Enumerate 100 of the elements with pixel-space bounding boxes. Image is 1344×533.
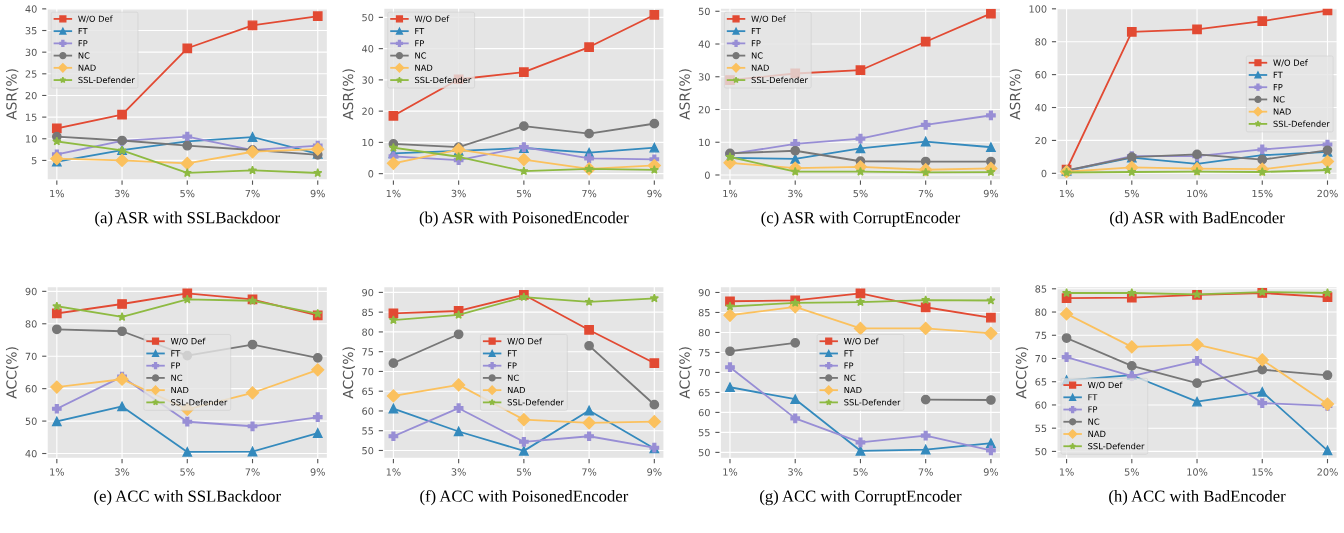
y-tick-label: 0 <box>368 170 374 178</box>
y-tick-label: 20 <box>1035 136 1047 145</box>
y-tick-label: 10 <box>26 135 37 143</box>
legend-label: FT <box>1088 394 1098 401</box>
legend-label: FP <box>507 362 517 369</box>
x-tick-label: 5% <box>853 189 868 198</box>
x-tick-label: 1% <box>1059 189 1074 198</box>
legend-label: NAD <box>844 387 862 394</box>
x-tick-label: 3% <box>451 189 466 198</box>
legend-label: SSL-Defender <box>78 76 135 84</box>
x-tick-label: 7% <box>245 189 260 198</box>
legend-label: FP <box>1273 84 1283 91</box>
text: (b) ASR with PoisonedEncoder <box>419 211 629 227</box>
x-tick-label: 20% <box>1317 468 1338 476</box>
y-tick-label: 40 <box>25 449 37 458</box>
legend-label: NAD <box>507 387 525 394</box>
text: (d) ASR with BadEncoder <box>1110 211 1285 227</box>
y-tick-label: 30 <box>25 48 37 56</box>
y-tick-label: 100 <box>1029 5 1047 13</box>
y-tick-label: 50 <box>698 448 710 457</box>
y-tick-label: 10 <box>699 138 710 147</box>
legend-label: W/O Def <box>843 337 879 345</box>
legend-label: SSL-Defender <box>507 398 564 406</box>
legend-label: FP <box>844 362 854 369</box>
y-tick-label: 50 <box>698 7 710 16</box>
legend-label: W/O Def <box>751 15 786 23</box>
legend-label: W/O Def <box>170 337 206 345</box>
legend-label: NC <box>78 52 90 59</box>
y-tick-label: 80 <box>1035 308 1047 316</box>
legend-label: NC <box>751 52 763 59</box>
x-tick-label: 1% <box>723 468 738 476</box>
x-tick-label: 3% <box>451 468 466 476</box>
x-tick-label: 3% <box>788 468 803 476</box>
legend-label: W/O Def <box>1273 59 1308 67</box>
y-tick-label: 35 <box>25 26 37 35</box>
legend-label: FT <box>415 27 425 35</box>
legend-label: NC <box>1088 418 1100 425</box>
legend-label: FT <box>1273 71 1283 78</box>
x-tick-label: 5% <box>1124 468 1139 476</box>
legend-label: SSL-Defender <box>1088 442 1145 450</box>
y-tick-label: 15 <box>26 113 37 121</box>
x-tick-label: 15% <box>1252 468 1273 476</box>
x-tick-label: 9% <box>310 468 325 476</box>
x-tick-label: 3% <box>115 468 130 476</box>
y-tick-label: 60 <box>25 385 37 393</box>
x-tick-label: 7% <box>918 189 933 198</box>
y-axis-title: ACC(%) <box>5 347 19 399</box>
y-tick-label: 25 <box>25 70 37 78</box>
x-tick-label: 15% <box>1252 189 1273 198</box>
legend-label: FT <box>171 350 181 357</box>
y-tick-label: 65 <box>362 387 374 396</box>
x-tick-label: 1% <box>386 468 401 476</box>
y-tick-label: 55 <box>1035 424 1047 433</box>
y-tick-label: 60 <box>698 408 710 417</box>
y-axis-title: ASR(%) <box>342 69 355 120</box>
legend-label: NC <box>171 374 183 381</box>
legend-label: NAD <box>78 64 96 71</box>
y-tick-label: 75 <box>1035 331 1047 340</box>
y-tick-label: 50 <box>1035 447 1047 456</box>
y-tick-label: 70 <box>698 368 710 377</box>
x-tick-label: 3% <box>115 189 130 198</box>
y-axis-title: ACC(%) <box>679 347 692 399</box>
y-tick-label: 70 <box>25 352 37 361</box>
y-axis-title: ASR(%) <box>1009 69 1022 120</box>
y-tick-label: 10 <box>362 138 374 147</box>
x-tick-label: 1% <box>50 468 64 476</box>
legend-label: FP <box>751 40 761 47</box>
y-tick-label: 90 <box>362 288 374 297</box>
y-tick-label: 80 <box>25 320 37 328</box>
y-tick-label: 20 <box>698 105 710 114</box>
y-tick-label: 70 <box>1035 354 1047 363</box>
x-tick-label: 7% <box>918 468 933 476</box>
y-tick-label: 30 <box>362 76 374 84</box>
y-tick-label: 80 <box>362 328 374 336</box>
y-tick-label: 20 <box>362 107 374 115</box>
x-tick-label: 5% <box>516 189 532 198</box>
y-axis-title: ASR(%) <box>679 69 692 120</box>
x-tick-label: 1% <box>723 189 738 198</box>
legend-label: W/O Def <box>1087 381 1123 389</box>
x-tick-label: 9% <box>647 189 662 198</box>
x-tick-label: 1% <box>1059 468 1074 476</box>
y-tick-label: 40 <box>25 5 37 13</box>
y-tick-label: 60 <box>1035 401 1047 409</box>
x-tick-label: 7% <box>582 189 597 198</box>
x-tick-label: 9% <box>310 189 325 198</box>
y-axis-title: ACC(%) <box>342 347 355 399</box>
y-tick-label: 5 <box>31 157 37 165</box>
y-axis-title: ASR(%) <box>5 69 19 120</box>
legend-label: SSL-Defender <box>1273 120 1330 127</box>
legend-label: NC <box>415 52 427 59</box>
y-tick-label: 40 <box>362 45 374 53</box>
legend-label: FT <box>844 350 854 357</box>
y-tick-label: 85 <box>362 308 374 316</box>
y-tick-label: 50 <box>25 417 37 425</box>
y-tick-label: 80 <box>698 328 710 337</box>
legend-label: NAD <box>1273 108 1291 115</box>
legend-label: SSL-Defender <box>171 398 228 406</box>
legend-label: W/O Def <box>78 15 113 23</box>
legend-label: SSL-Defender <box>751 76 808 84</box>
legend-label: FP <box>415 40 424 47</box>
